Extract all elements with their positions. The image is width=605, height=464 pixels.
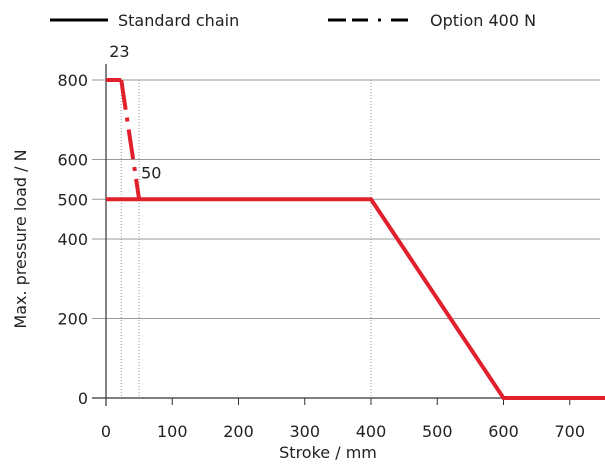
annotations: 23 50 [109, 42, 161, 183]
x-tick-label-600: 600 [488, 422, 519, 441]
series-standard-chain-line [106, 197, 605, 400]
y-tick-label-600: 600 [57, 151, 88, 170]
y-tick-label-500: 500 [57, 190, 88, 209]
x-tick-label-700: 700 [554, 422, 585, 441]
tick-labels: 0100200300400500600700800900020040050060… [57, 71, 585, 441]
y-tick-label-400: 400 [57, 230, 88, 249]
x-tick-label-500: 500 [422, 422, 453, 441]
legend-label-standard-chain: Standard chain [118, 11, 239, 30]
legend-label-option-400n: Option 400 N [430, 11, 536, 30]
axes [92, 64, 600, 406]
annotation-50: 50 [141, 164, 161, 183]
y-tick-label-200: 200 [57, 310, 88, 329]
x-tick-label-300: 300 [289, 422, 320, 441]
reference-lines [120, 80, 372, 398]
series-option-400n-drop [119, 79, 142, 200]
annotation-23: 23 [109, 42, 129, 61]
series-layer [105, 78, 605, 400]
y-axis-label: Max. pressure load / N [11, 149, 30, 328]
x-tick-label-100: 100 [157, 422, 188, 441]
x-tick-label-400: 400 [356, 422, 387, 441]
y-tick-label-800: 800 [57, 71, 88, 90]
legend: Standard chain Option 400 N [50, 11, 536, 30]
y-tick-label-0: 0 [78, 389, 88, 408]
x-axis-label: Stroke / mm [279, 443, 377, 462]
x-tick-label-0: 0 [101, 422, 111, 441]
x-tick-label-200: 200 [223, 422, 254, 441]
